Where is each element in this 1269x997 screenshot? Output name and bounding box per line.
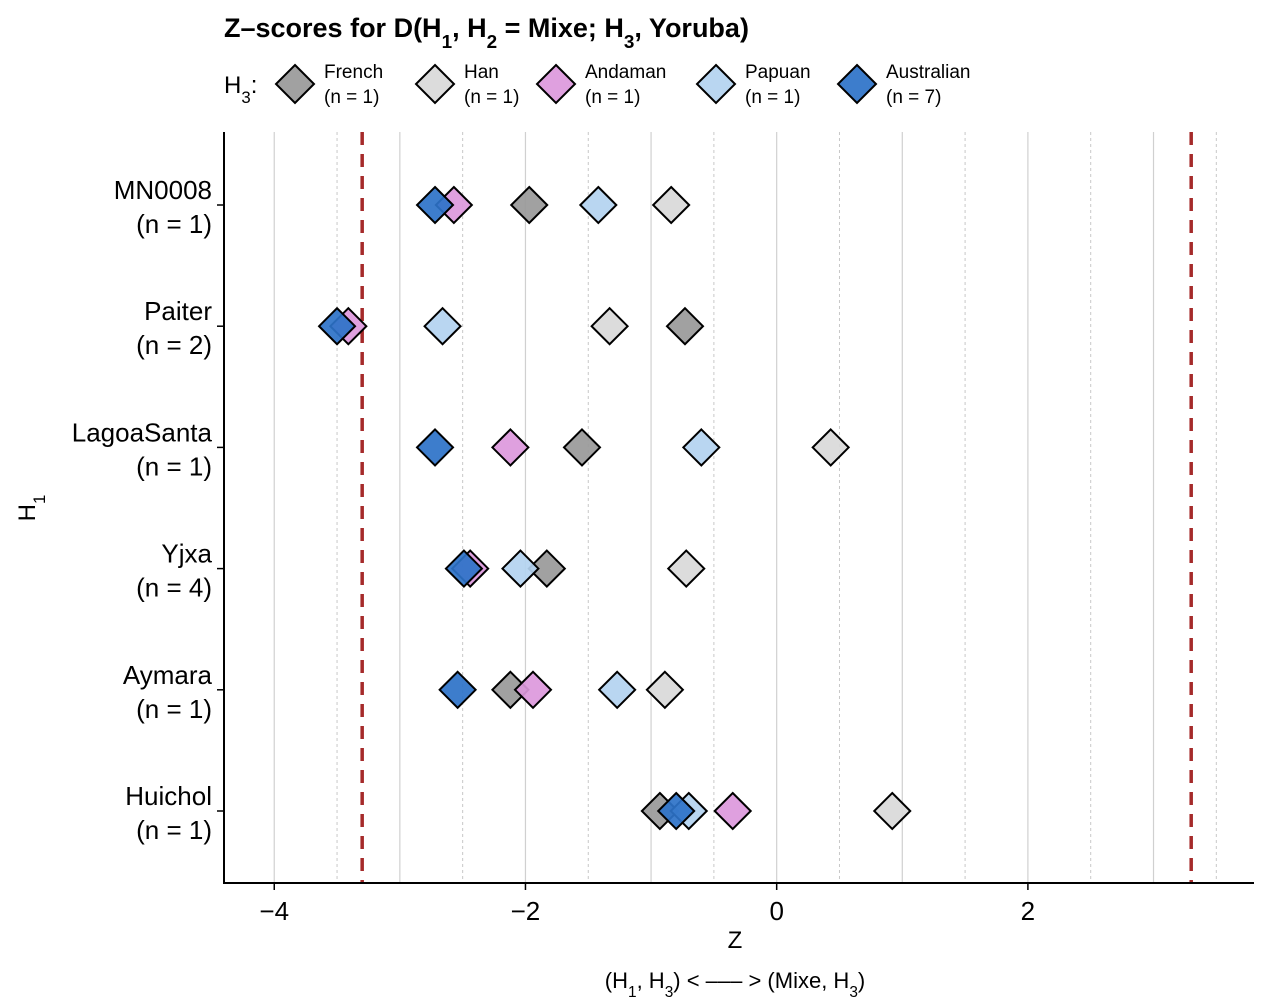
y-tick-label-name: Paiter [144,296,212,326]
data-point-han [872,791,912,831]
y-tick-label-count: (n = 1) [136,209,212,239]
data-point-papuan [597,670,637,710]
x-tick-label: −2 [511,896,541,926]
x-tick-label: −4 [259,896,289,926]
legend-label: Han [464,62,499,83]
data-point-papuan [578,185,618,225]
legend-label: Papuan [745,62,811,83]
data-point-australian [317,306,357,346]
legend-label: Andaman [585,62,666,83]
plot-area: −4 −2 0 2 Z (H1, H3) < ––– > (Mixe, H3) H1 MN00… [14,132,1254,997]
y-tick-label-count: (n = 1) [136,451,212,481]
data-point-australian [444,549,484,589]
y-tick-label-name: Yjxa [161,539,212,569]
y-tick-label-count: (n = 1) [136,815,212,845]
legend-title: H3: [224,72,257,107]
legend-label: French [324,62,383,83]
data-point-french [665,306,705,346]
legend-count: (n = 1) [745,87,800,108]
data-point-australian [656,791,696,831]
data-point-papuan [501,549,540,589]
legend-count: (n = 1) [464,87,519,108]
legend-key-andaman [535,63,577,105]
data-point-andaman [513,670,553,710]
y-tick-label-count: (n = 1) [136,694,212,724]
data-point-han [590,306,630,346]
x-tick-label: 2 [1021,896,1035,926]
y-tick-label-name: MN0008 [114,175,212,205]
legend-key-australian [836,63,878,105]
data-point-han [645,670,685,710]
legend-key-french [274,63,316,105]
data-point-australian [438,670,478,710]
data-point-han [666,549,706,589]
chart-title: Z–scores for D(H1, H2 = Mixe; H3, Yoruba… [224,13,749,53]
y-tick-label-name: Aymara [123,660,213,690]
x-tick-label: 0 [769,896,783,926]
y-tick-label-count: (n = 2) [136,330,212,360]
data-point-french [562,427,602,467]
data-point-andaman [490,427,530,467]
data-point-han [651,185,691,225]
data-point-andaman [713,791,753,831]
data-point-han [811,427,851,467]
y-tick-label-name: LagoaSanta [72,417,213,447]
legend-count: (n = 1) [585,87,640,108]
legend-count: (n = 1) [324,87,379,108]
legend-count: (n = 7) [886,87,941,108]
y-axis-title: H1 [14,495,49,522]
data-point-french [509,185,549,225]
data-point-papuan [423,306,462,346]
data-point-australian [415,427,455,467]
legend: H3: French (n = 1) Han (n = 1) Andaman (n = 1)… [224,62,971,108]
y-tick-label-count: (n = 4) [136,573,212,603]
x-axis-caption: (H1, H3) < ––– > (Mixe, H3) [605,968,865,997]
legend-key-papuan [695,63,737,105]
y-tick-label-name: Huichol [125,781,212,811]
data-point-papuan [681,427,721,467]
legend-key-han [414,63,456,105]
legend-label: Australian [886,62,971,83]
x-axis-title: Z [728,927,743,954]
data-point-french [527,549,567,589]
data-point-australian [415,185,455,225]
